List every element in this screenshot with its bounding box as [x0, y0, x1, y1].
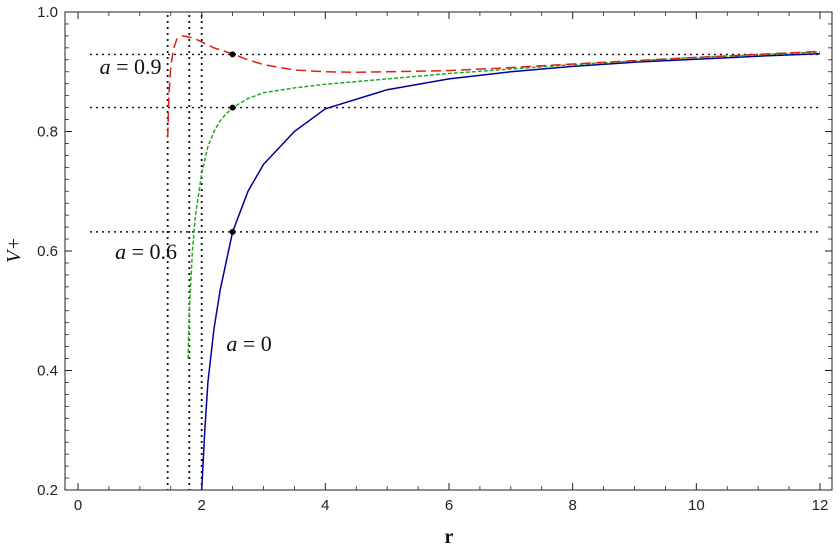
y-tick-label: 1.0: [37, 4, 58, 21]
curve-label-2: a = 0: [226, 331, 271, 356]
x-tick-label: 12: [812, 497, 829, 514]
reference-lines-layer: [90, 15, 820, 490]
plot-frame: [64, 11, 833, 491]
data-point-marker: [229, 228, 236, 235]
y-tick-label: 0.2: [37, 482, 58, 499]
data-point-marker: [229, 51, 236, 58]
y-tick-label: 0.4: [37, 363, 58, 380]
data-point-marker: [229, 104, 236, 111]
series-layer: [166, 35, 821, 491]
markers-layer: [229, 51, 236, 235]
x-tick-label: 4: [321, 497, 329, 514]
x-tick-label: 8: [568, 497, 576, 514]
x-tick-label: 10: [688, 497, 705, 514]
x-tick-label: 0: [74, 497, 82, 514]
curve-label-1: a = 0.6: [115, 239, 177, 264]
tick-labels-layer: 0 2 4 6 8 10 12 0.2 0.4 0.6 0.8 1.0: [37, 4, 828, 514]
series-line-2: [166, 35, 821, 138]
x-tick-label: 6: [445, 497, 453, 514]
y-tick-label: 0.8: [37, 124, 58, 141]
curve-label-0: a = 0.9: [100, 54, 162, 79]
y-axis-title: V+: [3, 237, 25, 263]
x-tick-label: 2: [197, 497, 205, 514]
x-axis-title: r: [445, 526, 454, 548]
series-line-1: [187, 51, 821, 359]
annotations-layer: a = 0.9 a = 0.6 a = 0: [100, 54, 272, 356]
y-tick-label: 0.6: [37, 243, 58, 260]
ticks-layer: [65, 11, 832, 491]
series-line-0: [200, 53, 821, 491]
